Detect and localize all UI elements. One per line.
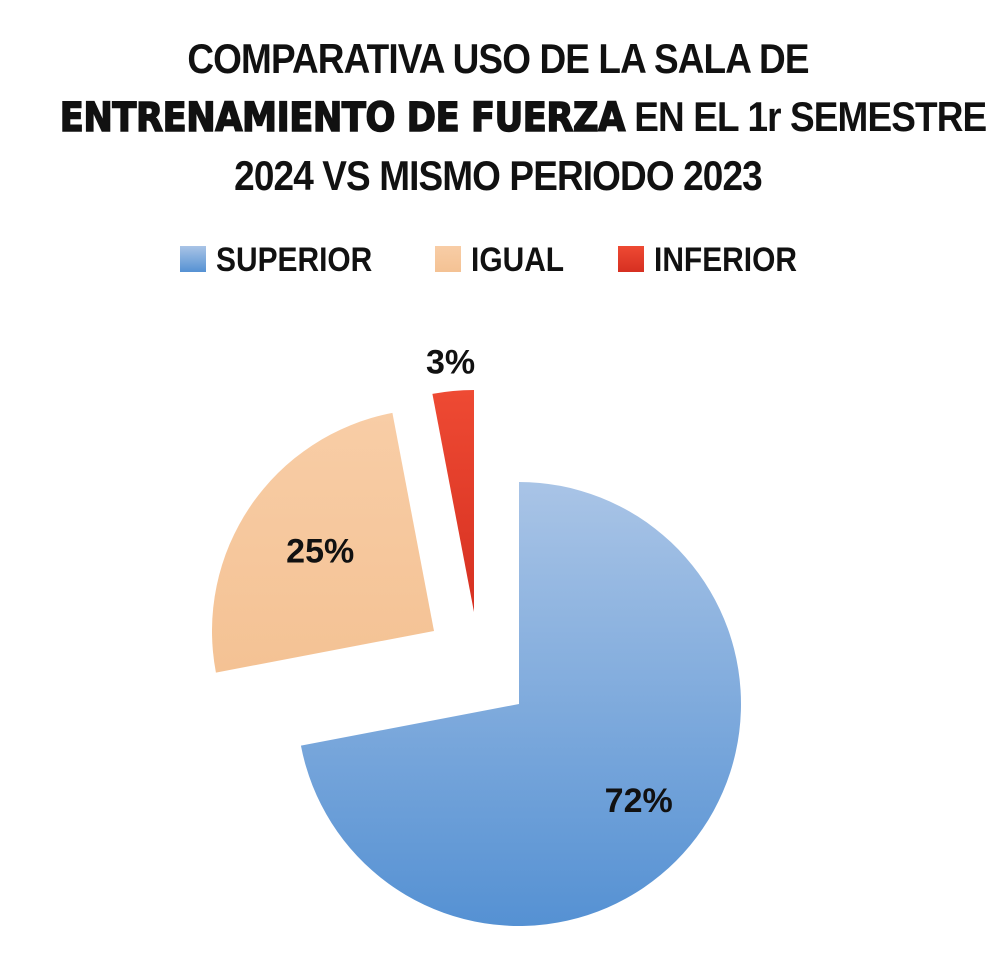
data-label-igual: 25% [286,533,354,571]
pie-slice-igual [211,412,434,673]
pie-slice-superior [300,482,741,927]
chart-title-line-2: ENTRENAMIENTO DE FUERZA EN EL 1r SEMESTR… [59,88,987,147]
legend-item-superior: SUPERIOR [179,236,394,284]
chart-legend: SUPERIOR IGUAL INFERIOR [0,236,996,284]
legend-label-superior: SUPERIOR [215,241,372,279]
chart-title-emphasis: ENTRENAMIENTO DE FUERZA [59,94,626,142]
data-label-inferior: 3% [426,343,475,381]
legend-swatch-inferior [617,246,644,272]
legend-label-igual: IGUAL [470,241,564,279]
legend-swatch-igual [434,246,461,272]
legend-item-inferior: INFERIOR [617,236,816,284]
legend-item-igual: IGUAL [434,236,577,284]
chart-title-line-3: 2024 VS MISMO PERIODO 2023 [234,152,763,199]
chart-title: COMPARATIVA USO DE LA SALA DE ENTRENAMIE… [59,30,987,205]
chart-title-line-1: COMPARATIVA USO DE LA SALA DE [187,35,809,82]
legend-label-inferior: INFERIOR [653,241,797,279]
data-label-superior: 72% [605,782,673,820]
legend-swatch-superior [179,246,206,272]
pie-slice-inferior [432,390,474,612]
chart-title-line-2-rest: EN EL 1r SEMESTRE [624,93,987,140]
